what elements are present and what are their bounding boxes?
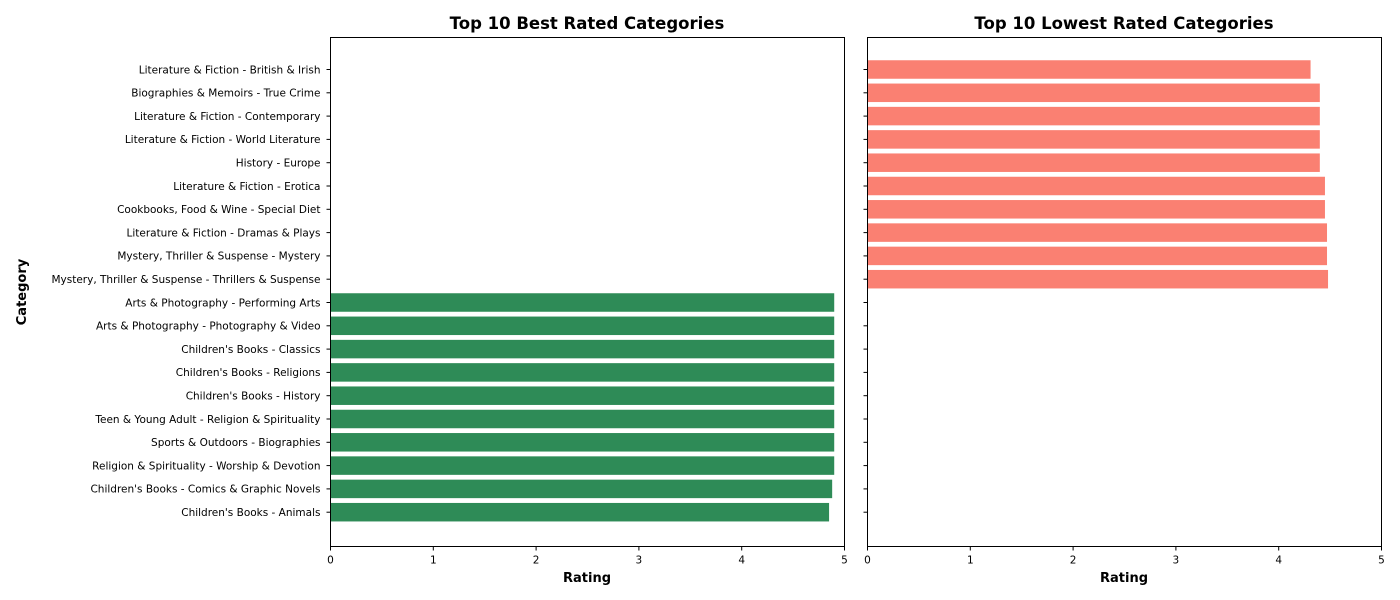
y-tick-label: Religion & Spirituality - Worship & Devo… [92, 460, 320, 472]
x-tick-label: 5 [841, 555, 848, 567]
y-tick-label: Mystery, Thriller & Suspense - Thrillers… [51, 274, 320, 286]
lowest-rated-bar [867, 153, 1320, 172]
lowest-rated-bar [867, 130, 1320, 149]
best-rated-chart: Top 10 Best Rated Categories Rating 0 1 2 3… [51, 14, 847, 586]
x-tick-label: 0 [327, 555, 334, 567]
lowest-rated-bar [867, 246, 1328, 266]
y-tick-label: Mystery, Thriller & Suspense - Mystery [117, 251, 320, 263]
lowest-rated-chart: Top 10 Lowest Rated Categories Rating 0 1… [863, 14, 1385, 586]
lowest-rated-bar [867, 106, 1320, 126]
lowest-rated-bar [867, 60, 1311, 79]
best-rated-bar [330, 479, 833, 499]
best-rated-x-ticks: 0 1 2 3 4 5 [327, 546, 848, 567]
x-tick-label: 0 [864, 555, 871, 567]
lowest-rated-x-axis-label: Rating [1100, 571, 1148, 586]
y-tick-label: Literature & Fiction - World Literature [125, 134, 321, 146]
lowest-rated-x-ticks: 0 1 2 3 4 5 [864, 546, 1385, 567]
lowest-rated-bar [867, 200, 1325, 219]
best-rated-bar [330, 339, 835, 359]
x-tick-label: 3 [636, 555, 643, 567]
y-tick-label: Children's Books - Comics & Graphic Nove… [90, 484, 320, 496]
y-tick-label: Literature & Fiction - Erotica [173, 181, 320, 193]
y-tick-label: Sports & Outdoors - Biographies [151, 437, 320, 449]
x-tick-label: 5 [1378, 555, 1385, 567]
best-rated-bar [330, 293, 835, 312]
lowest-rated-bar [867, 269, 1329, 289]
x-tick-label: 4 [738, 555, 745, 567]
lowest-rated-y-ticks [863, 69, 868, 513]
best-rated-axes-frame [330, 37, 845, 547]
best-rated-bar [330, 502, 830, 522]
y-tick-label: Literature & Fiction - Contemporary [134, 111, 320, 123]
best-rated-bar [330, 433, 835, 452]
y-tick-label: Teen & Young Adult - Religion & Spiritua… [94, 414, 320, 426]
y-tick-label: Arts & Photography - Performing Arts [125, 297, 320, 309]
y-tick-label: Children's Books - History [186, 391, 321, 403]
y-tick-label: Literature & Fiction - British & Irish [139, 64, 321, 76]
best-rated-bar [330, 363, 835, 382]
best-rated-bar [330, 409, 835, 429]
x-tick-label: 3 [1173, 555, 1180, 567]
x-tick-label: 1 [967, 555, 974, 567]
y-axis-label: Category [15, 258, 30, 325]
best-rated-bar [330, 386, 835, 405]
best-rated-chart-title: Top 10 Best Rated Categories [450, 14, 725, 33]
best-rated-bars [330, 293, 835, 522]
x-tick-label: 2 [1070, 555, 1077, 567]
y-tick-label: Children's Books - Religions [176, 367, 321, 379]
y-tick-label: Literature & Fiction - Dramas & Plays [126, 227, 320, 239]
y-tick-label: Children's Books - Animals [181, 507, 320, 519]
lowest-rated-chart-title: Top 10 Lowest Rated Categories [974, 14, 1273, 33]
y-tick-label: History - Europe [236, 158, 321, 170]
best-rated-bar [330, 316, 835, 336]
y-tick-label: Cookbooks, Food & Wine - Special Diet [117, 204, 320, 216]
x-tick-label: 2 [533, 555, 540, 567]
y-tick-label: Children's Books - Classics [181, 344, 320, 356]
lowest-rated-bar [867, 223, 1328, 242]
best-rated-bar [330, 456, 835, 475]
y-tick-label: Biographies & Memoirs - True Crime [131, 88, 320, 100]
lowest-rated-bar [867, 176, 1325, 196]
x-tick-label: 1 [430, 555, 437, 567]
best-rated-x-axis-label: Rating [563, 571, 611, 586]
y-tick-label: Arts & Photography - Photography & Video [96, 321, 321, 333]
x-tick-label: 4 [1275, 555, 1282, 567]
lowest-rated-bar [867, 83, 1320, 103]
category-y-ticks: Literature & Fiction - British & Irish Bi… [51, 64, 331, 519]
lowest-rated-axes-frame [867, 37, 1382, 547]
lowest-rated-bars [867, 60, 1329, 289]
